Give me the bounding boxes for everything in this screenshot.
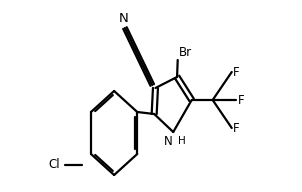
Text: N: N — [164, 135, 172, 148]
Text: Cl: Cl — [49, 159, 60, 171]
Text: H: H — [178, 136, 186, 146]
Text: Br: Br — [179, 46, 192, 59]
Text: N: N — [119, 12, 129, 25]
Text: F: F — [233, 122, 240, 135]
Text: F: F — [238, 94, 244, 107]
Text: F: F — [233, 65, 240, 79]
